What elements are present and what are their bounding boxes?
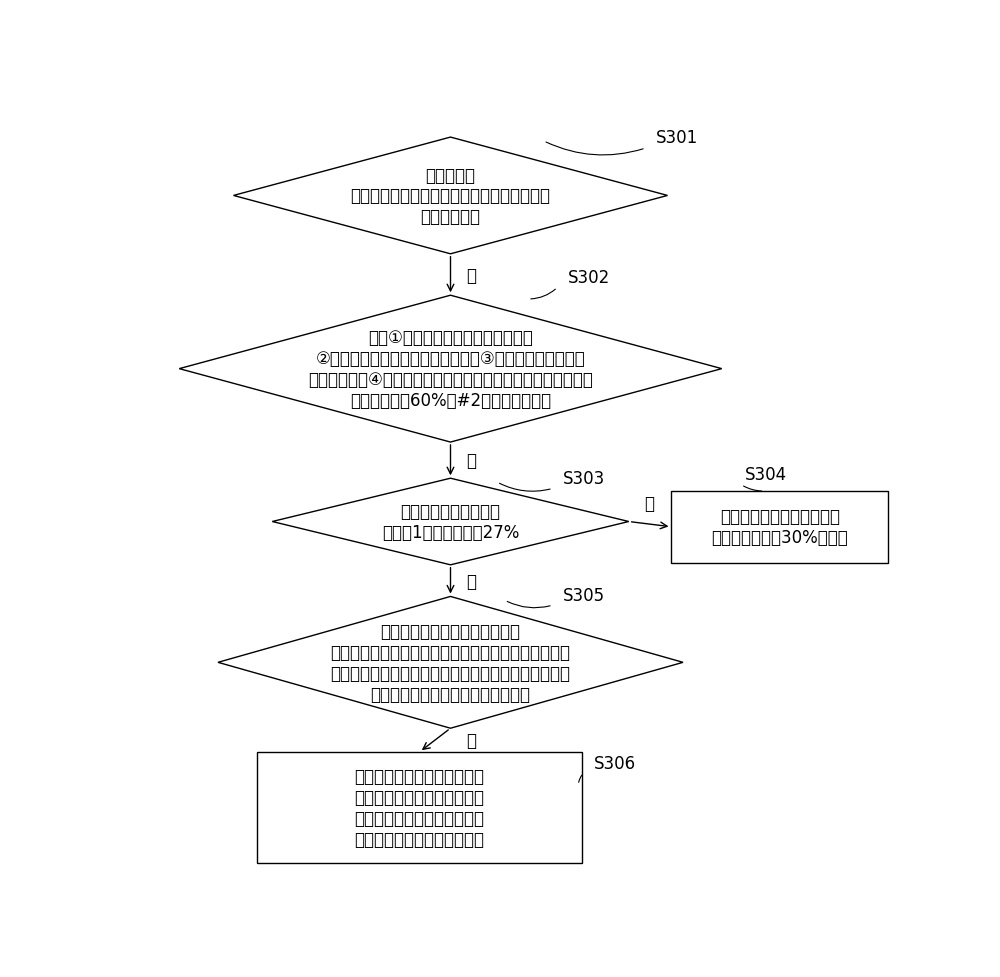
Text: 是否第一高压蒸汽并汽电动门已
关且第一高压蒸汽旁路并汽电动门已关且｛第一炉再热
器入口调节门已关且在手动位，或第一炉再热器入口调
节门开且第二再热器入口调节门关: 是否第一高压蒸汽并汽电动门已 关且第一高压蒸汽旁路并汽电动门已关且｛第一炉再热 … xyxy=(330,622,570,702)
Text: S303: S303 xyxy=(563,469,605,488)
Text: 是: 是 xyxy=(466,573,476,590)
Text: 是否第一余
热锅炉已退出运行或第一高压蒸汽旁路压力控
制阀在自动位: 是否第一余 热锅炉已退出运行或第一高压蒸汽旁路压力控 制阀在自动位 xyxy=(351,166,550,226)
Text: 否: 否 xyxy=(466,732,476,749)
Text: 是: 是 xyxy=(466,266,476,284)
Text: 是否①第一余热锅炉已退出运行；或
②第一高压蒸汽并汽电动门已关；或③汽轮机左、右高压主
汽门关闭；或④第二余热锅炉再热主蒸汽并汽电动门开且第二主
蒸汽流量大于6: 是否①第一余热锅炉已退出运行；或 ②第一高压蒸汽并汽电动门已关；或③汽轮机左、右… xyxy=(308,329,593,409)
Bar xyxy=(671,491,888,563)
Text: 第一高压蒸汽旁路压力
控制阀1开度是否大于27%: 第一高压蒸汽旁路压力 控制阀1开度是否大于27% xyxy=(382,502,519,541)
Text: 否: 否 xyxy=(644,495,654,513)
Text: S304: S304 xyxy=(745,466,787,484)
Text: S306: S306 xyxy=(594,753,636,772)
Text: 发出强制开第一高压蒸汽旁
路压力控制阀至30%的指令: 发出强制开第一高压蒸汽旁 路压力控制阀至30%的指令 xyxy=(712,508,848,546)
Text: 是: 是 xyxy=(466,451,476,470)
Text: 发出关闭第一高压蒸汽并汽电
动门且关闭第一高压蒸汽并汽
旁路电动门，且关第一再热器
入口调节门并切至手动的指令: 发出关闭第一高压蒸汽并汽电 动门且关闭第一高压蒸汽并汽 旁路电动门，且关第一再热… xyxy=(354,768,484,848)
Bar xyxy=(257,752,582,864)
Text: S301: S301 xyxy=(656,129,698,148)
Text: S302: S302 xyxy=(568,269,611,286)
Text: S305: S305 xyxy=(563,586,605,604)
